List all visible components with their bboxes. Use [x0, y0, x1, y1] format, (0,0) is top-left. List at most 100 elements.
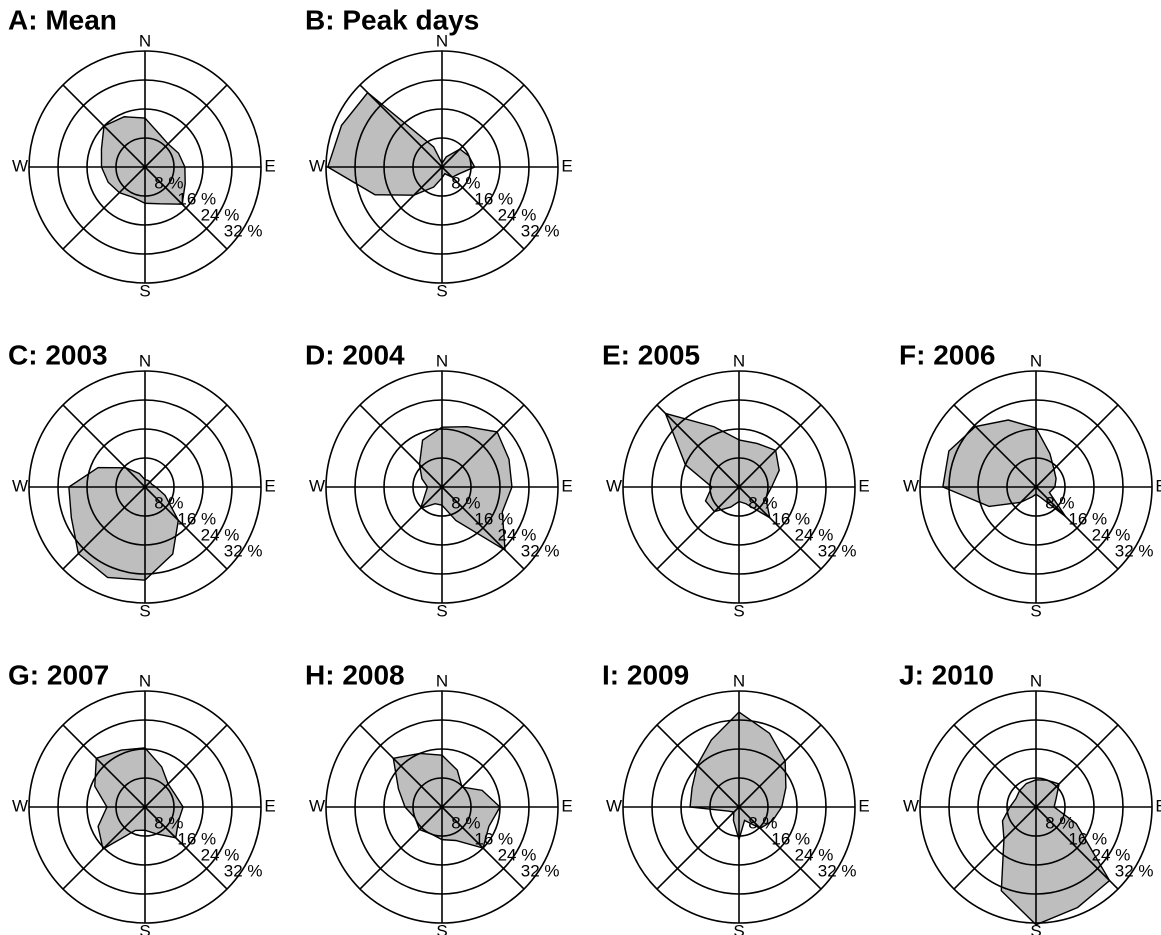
r-tick-label: 16 % [771, 509, 810, 528]
r-tick-label: 8 % [154, 813, 183, 832]
direction-label: E [264, 476, 275, 495]
spoke [738, 724, 822, 808]
r-tick-label: 8 % [451, 493, 480, 512]
r-tick-label: 16 % [1068, 829, 1107, 848]
spoke [359, 806, 443, 890]
spoke [441, 166, 525, 250]
spoke [656, 404, 740, 488]
r-tick-label: 8 % [451, 173, 480, 192]
direction-label: S [733, 921, 744, 935]
r-tick-label: 24 % [201, 525, 240, 544]
spoke [359, 404, 443, 488]
r-tick-label: 16 % [474, 509, 513, 528]
direction-label: N [1030, 351, 1042, 370]
spoke [656, 724, 740, 808]
r-tick-label: 8 % [154, 493, 183, 512]
spoke [62, 724, 146, 808]
direction-label: E [858, 796, 869, 815]
r-tick-label: 24 % [201, 205, 240, 224]
r-tick-label: 32 % [1115, 541, 1154, 560]
chart-title: G: 2007 [8, 659, 109, 690]
direction-label: S [436, 281, 447, 300]
spoke [359, 166, 443, 250]
direction-label: S [139, 281, 150, 300]
spoke [738, 404, 822, 488]
r-tick-label: 16 % [474, 829, 513, 848]
spoke [441, 486, 525, 570]
direction-label: E [561, 476, 572, 495]
r-tick-label: 8 % [1045, 813, 1074, 832]
r-tick-label: 8 % [1045, 493, 1074, 512]
r-tick-label: 32 % [521, 221, 560, 240]
direction-label: N [436, 671, 448, 690]
direction-label: S [1030, 921, 1041, 935]
spoke [441, 724, 525, 808]
r-tick-label: 32 % [521, 541, 560, 560]
direction-label: W [309, 156, 325, 175]
direction-label: W [12, 156, 28, 175]
spoke [1035, 724, 1119, 808]
spoke [953, 486, 1037, 570]
direction-label: N [436, 351, 448, 370]
r-tick-label: 8 % [154, 173, 183, 192]
spoke [62, 84, 146, 168]
direction-label: W [606, 796, 622, 815]
r-tick-label: 24 % [1092, 845, 1131, 864]
chart-title: D: 2004 [305, 339, 405, 370]
spoke [144, 724, 228, 808]
chart-title: F: 2006 [899, 339, 996, 370]
direction-label: N [139, 671, 151, 690]
spoke [359, 486, 443, 570]
direction-label: W [903, 796, 919, 815]
direction-label: S [139, 601, 150, 620]
direction-label: E [1155, 476, 1161, 495]
direction-label: S [436, 921, 447, 935]
direction-label: W [12, 476, 28, 495]
direction-label: E [561, 156, 572, 175]
spoke [144, 486, 228, 570]
chart-title: I: 2009 [602, 659, 689, 690]
direction-label: N [1030, 671, 1042, 690]
direction-label: S [733, 601, 744, 620]
chart-title: C: 2003 [8, 339, 108, 370]
direction-label: W [309, 476, 325, 495]
r-tick-label: 24 % [498, 845, 537, 864]
r-tick-label: 24 % [795, 845, 834, 864]
chart-title: A: Mean [8, 4, 117, 35]
spoke [62, 806, 146, 890]
rose-area [68, 466, 180, 581]
spoke [441, 404, 525, 488]
r-tick-label: 16 % [177, 189, 216, 208]
spoke [656, 486, 740, 570]
direction-label: E [858, 476, 869, 495]
spoke [144, 166, 228, 250]
direction-label: E [561, 796, 572, 815]
r-tick-label: 24 % [1092, 525, 1131, 544]
chart-title: H: 2008 [305, 659, 405, 690]
r-tick-label: 16 % [771, 829, 810, 848]
spoke [1035, 806, 1119, 890]
chart-title: J: 2010 [899, 659, 994, 690]
spoke [62, 404, 146, 488]
direction-label: W [12, 796, 28, 815]
spoke [953, 404, 1037, 488]
spoke [62, 166, 146, 250]
spoke [441, 806, 525, 890]
r-tick-label: 32 % [224, 221, 263, 240]
direction-label: N [139, 31, 151, 50]
spoke [144, 84, 228, 168]
spoke [953, 806, 1037, 890]
r-tick-label: 16 % [1068, 509, 1107, 528]
spoke [144, 404, 228, 488]
r-tick-label: 8 % [748, 493, 777, 512]
r-tick-label: 32 % [224, 861, 263, 880]
spoke [738, 806, 822, 890]
r-tick-label: 24 % [498, 525, 537, 544]
r-tick-label: 24 % [498, 205, 537, 224]
direction-label: N [436, 31, 448, 50]
r-tick-label: 32 % [1115, 861, 1154, 880]
spoke [359, 84, 443, 168]
chart-title: B: Peak days [305, 4, 479, 35]
direction-label: W [903, 476, 919, 495]
